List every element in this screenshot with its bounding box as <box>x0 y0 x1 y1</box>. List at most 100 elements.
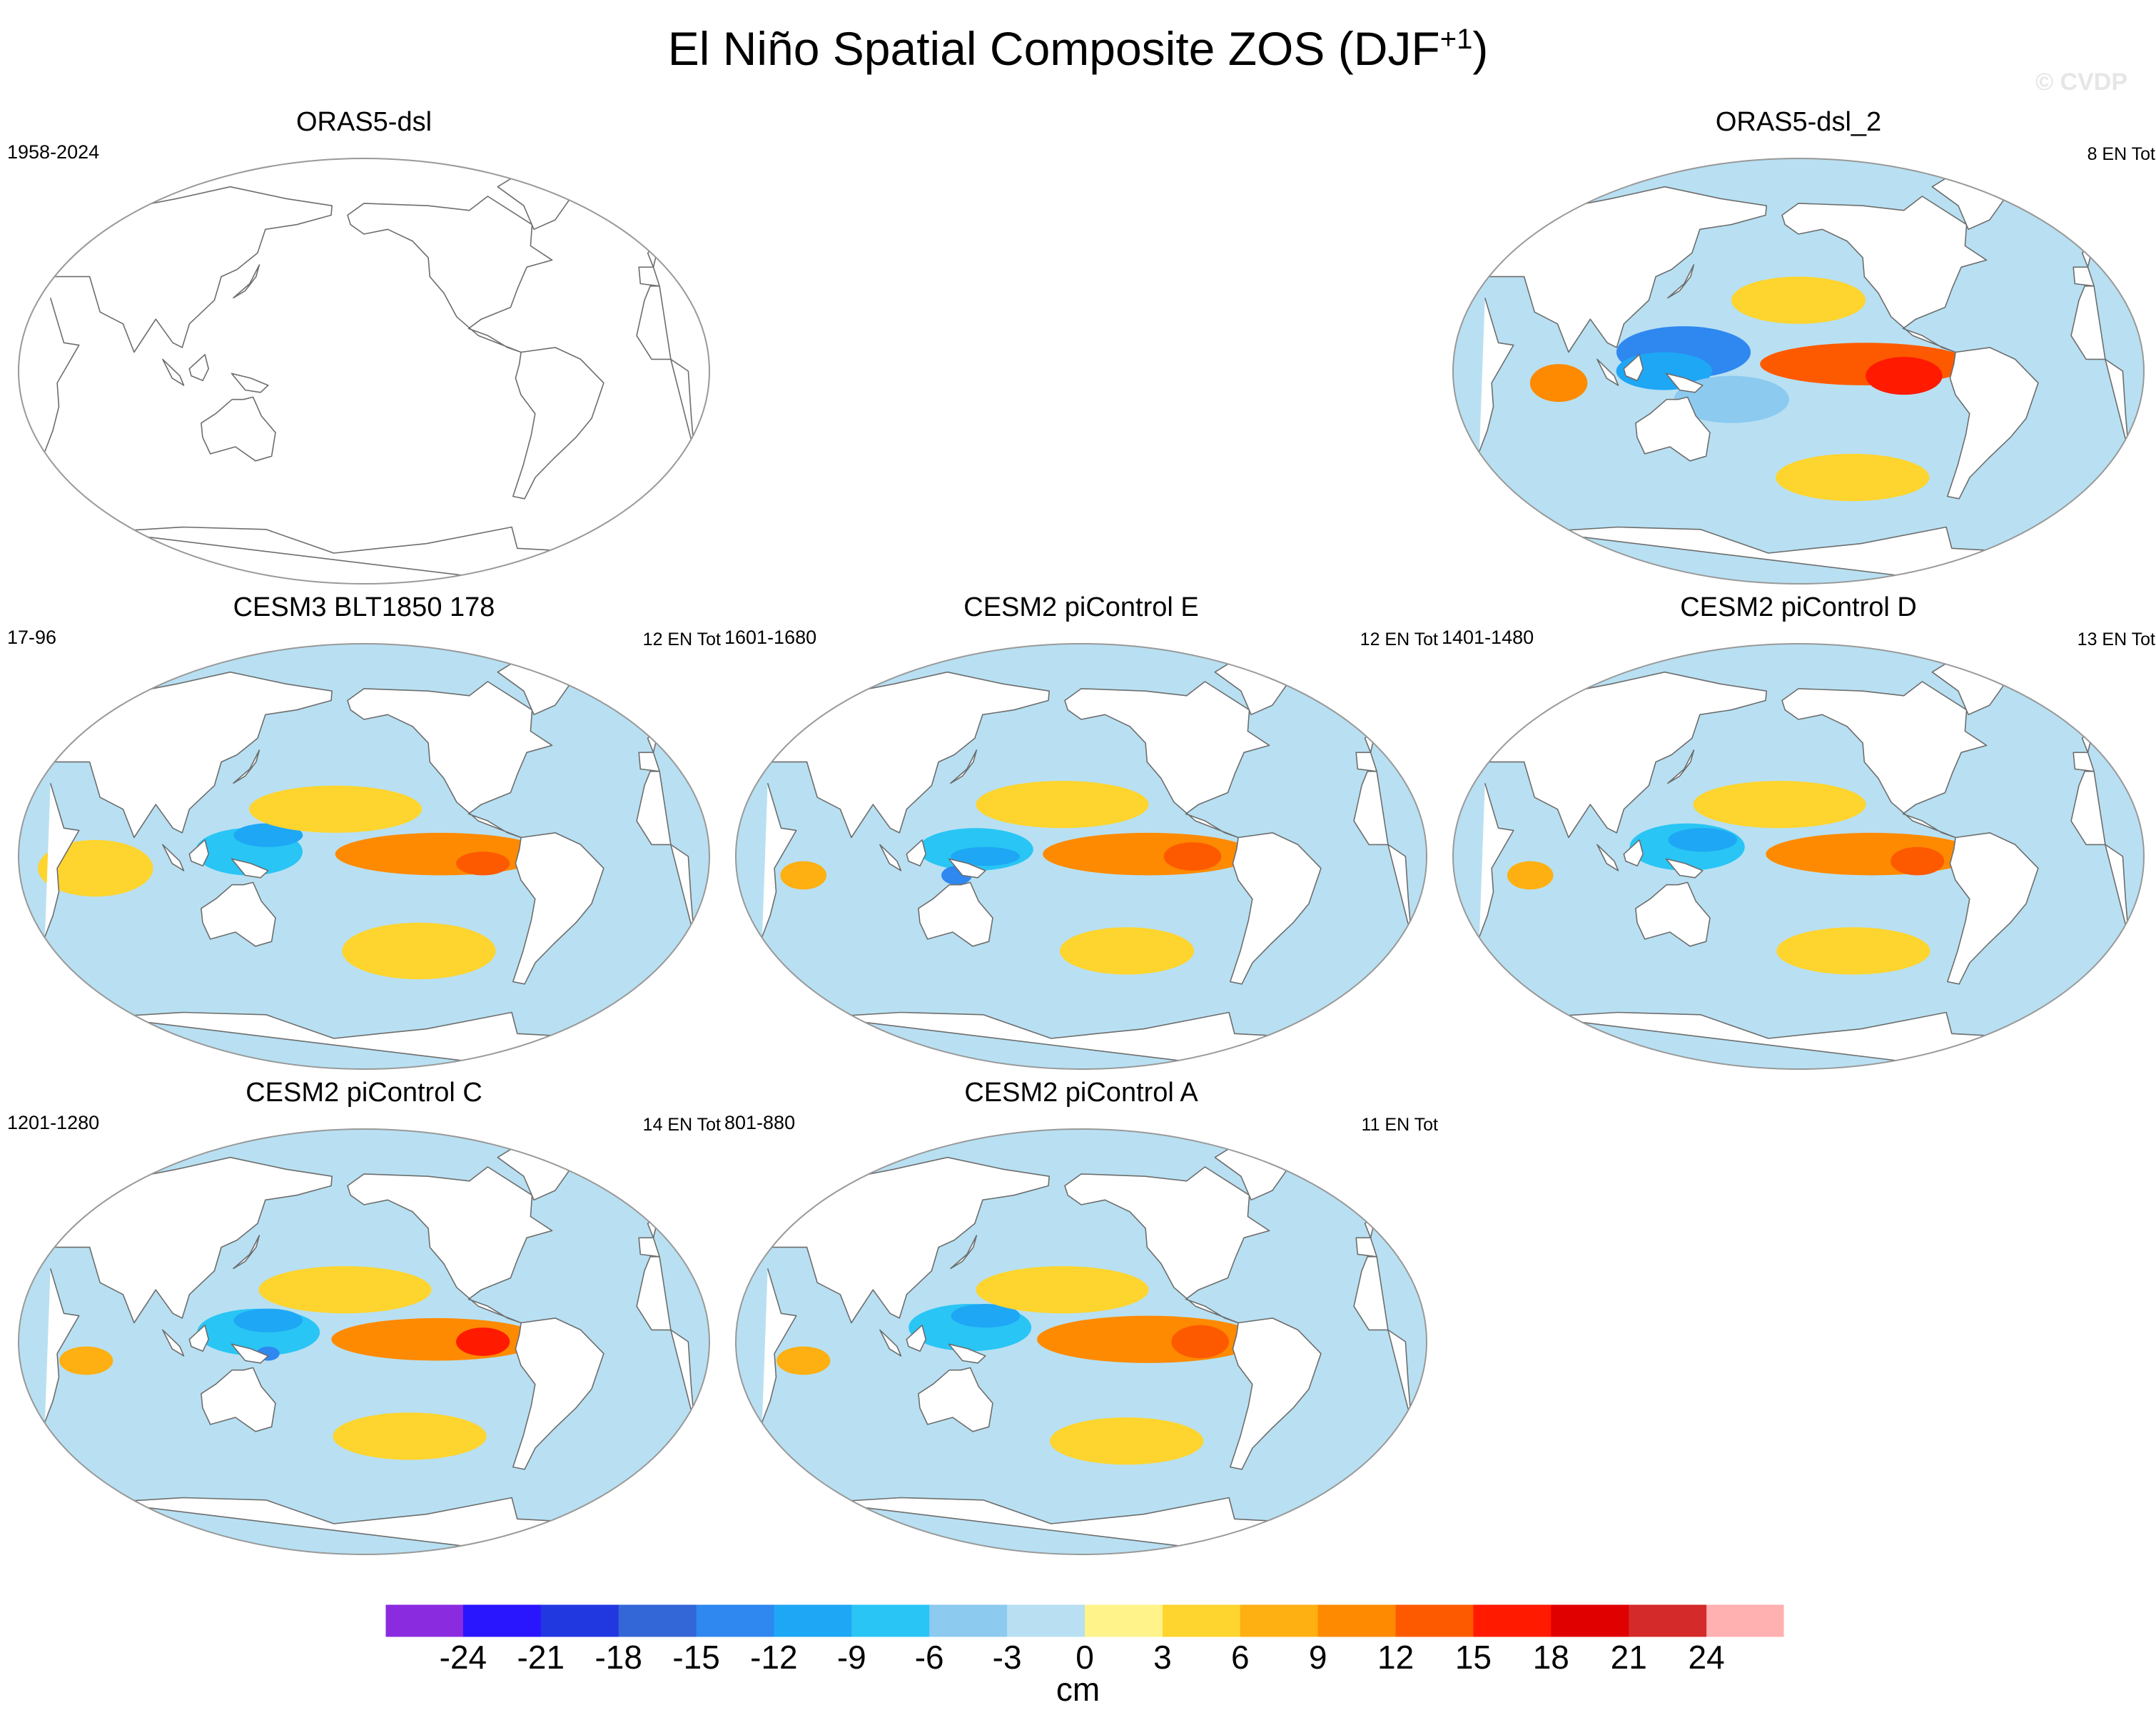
cvdp-watermark: © CVDP <box>2035 69 2127 96</box>
anomaly-patch <box>1674 375 1789 423</box>
colorbar-tick-label: -3 <box>993 1639 1022 1670</box>
land-africa-east <box>761 1268 1412 1423</box>
anomaly-patch <box>333 1412 487 1460</box>
anomaly-patch <box>331 1317 543 1361</box>
colorbar-tick-label: 9 <box>1309 1639 1327 1670</box>
anomaly-patch <box>1693 781 1866 829</box>
colorbar-tick-label: -15 <box>672 1639 719 1670</box>
figure-title-close: ) <box>1472 22 1489 75</box>
land-south-america <box>1947 347 2039 500</box>
map-panel: CESM2 piControl A 801-880 11 EN Tot <box>724 1078 1438 1570</box>
colorbar-swatch <box>1551 1604 1629 1637</box>
land-japan <box>233 749 260 784</box>
anomaly-patch <box>456 1327 510 1356</box>
colorbar-swatch <box>1395 1604 1474 1637</box>
land-antarctica <box>103 526 621 584</box>
map-field <box>44 174 695 584</box>
panel-event-count: 13 EN Tot <box>2077 629 2155 649</box>
colorbar-swatch <box>1317 1604 1397 1637</box>
colorbar-swatch <box>1473 1604 1552 1637</box>
colorbar-swatch <box>1007 1604 1085 1637</box>
map-panel: CESM2 piControl E 1601-1680 12 EN Tot <box>724 592 1438 1085</box>
land-maritime-newguinea <box>231 858 269 879</box>
anomaly-patch <box>1891 846 1945 876</box>
land-maritime-sumatra <box>879 1329 902 1357</box>
colorbar-tick-label: 0 <box>1076 1639 1094 1670</box>
land-africa-east <box>1479 783 2130 938</box>
land-africa-east <box>761 783 1412 938</box>
anomaly-patch <box>1043 832 1254 876</box>
land-australia <box>201 396 276 462</box>
colorbar-tick-label: -21 <box>517 1639 565 1670</box>
anomaly-patch <box>1731 276 1866 324</box>
land-maritime-newguinea <box>948 1343 986 1364</box>
world-map <box>735 643 1427 1070</box>
land-south-america <box>512 347 604 500</box>
panel-title: CESM2 piControl E <box>963 592 1199 622</box>
colorbar-tick-label: -12 <box>750 1639 797 1670</box>
land-maritime-sumatra <box>879 844 902 871</box>
land-australia <box>918 1367 993 1432</box>
anomaly-patch <box>1171 1325 1229 1359</box>
anomaly-patch <box>1776 927 1930 975</box>
land-north-america <box>1064 681 1270 839</box>
anomaly-patch <box>456 851 510 876</box>
panel-event-count: 12 EN Tot <box>1360 629 1438 649</box>
panel-period: 1601-1680 <box>724 627 817 648</box>
anomaly-patch <box>1050 1417 1204 1465</box>
anomaly-patch <box>1507 861 1554 890</box>
land-maritime-newguinea <box>231 1343 269 1364</box>
colorbar-tick-label: 3 <box>1153 1639 1172 1670</box>
map-frame <box>735 1128 1427 1555</box>
panel-period: 1201-1280 <box>7 1112 100 1133</box>
anomaly-patch <box>233 1308 303 1332</box>
world-map <box>1452 158 2145 585</box>
land-south-america <box>512 832 604 985</box>
colorbar-swatch <box>1629 1604 1707 1637</box>
map-frame <box>735 643 1427 1070</box>
map-panel: CESM2 piControl D 1401-1480 13 EN Tot <box>1442 592 2155 1085</box>
anomaly-patch <box>38 839 153 897</box>
land-maritime-newguinea <box>231 373 269 393</box>
panel-title: ORAS5-dsl_2 <box>1715 107 1882 137</box>
land-maritime-newguinea <box>1665 373 1704 393</box>
land-maritime-borneo <box>188 354 209 381</box>
land-africa-east <box>44 783 695 938</box>
land-maritime-borneo <box>1623 839 1644 866</box>
panel-title: CESM2 piControl C <box>246 1078 482 1108</box>
land-south-america <box>1947 832 2039 985</box>
land-north-america <box>1781 196 1988 353</box>
figure-title: El Niño Spatial Composite ZOS (DJF+1) <box>0 21 2156 76</box>
colorbar-swatch <box>929 1604 1008 1637</box>
anomaly-patch <box>1766 832 1978 876</box>
colorbar-swatch <box>1162 1604 1241 1637</box>
colorbar-tick-label: -6 <box>915 1639 944 1670</box>
colorbar-tick-label: 15 <box>1455 1639 1492 1670</box>
panel-title: CESM3 BLT1850 178 <box>233 592 495 622</box>
colorbar-swatch <box>1085 1604 1163 1637</box>
land-maritime-borneo <box>1623 354 1644 381</box>
colorbar-swatch <box>851 1604 930 1637</box>
anomaly-patch <box>335 832 547 876</box>
land-maritime-sumatra <box>1596 844 1619 871</box>
colorbar-swatch <box>774 1604 852 1637</box>
colorbar-tick-label: 21 <box>1611 1639 1647 1670</box>
land-japan <box>950 749 978 784</box>
colorbar-swatch <box>540 1604 619 1637</box>
anomaly-patch <box>342 922 496 980</box>
land-africa-east <box>44 1268 695 1423</box>
land-maritime-newguinea <box>948 858 986 879</box>
colorbar-swatch <box>618 1604 697 1637</box>
colorbar-tick-label: -24 <box>440 1639 487 1670</box>
colorbar: -24 -21 -18 -15 -12 -9 -6 -3 0 3 6 9 12 15 18 21 24 <box>385 1604 1784 1670</box>
colorbar-swatch <box>696 1604 774 1637</box>
panel-period: 17-96 <box>7 627 57 648</box>
colorbar-units: cm <box>1056 1671 1100 1708</box>
panel-event-count: 12 EN Tot <box>642 629 721 649</box>
land-eurasia-west <box>1355 752 1377 772</box>
map-frame <box>1452 158 2145 585</box>
colorbar-tick-label: 12 <box>1377 1639 1414 1670</box>
land-maritime-borneo <box>906 1325 926 1352</box>
anomaly-patch <box>951 846 1020 866</box>
